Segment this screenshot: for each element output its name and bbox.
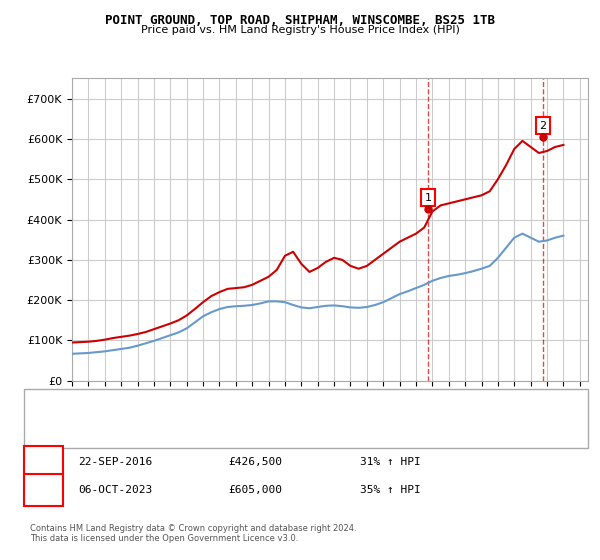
Text: 2: 2 xyxy=(539,120,547,130)
Text: POINT GROUND, TOP ROAD, SHIPHAM, WINSCOMBE, BS25 1TB (detached house): POINT GROUND, TOP ROAD, SHIPHAM, WINSCOM… xyxy=(96,400,460,409)
Text: 2: 2 xyxy=(40,485,47,495)
Text: £426,500: £426,500 xyxy=(228,457,282,467)
Text: 06-OCT-2023: 06-OCT-2023 xyxy=(78,485,152,495)
Text: 35% ↑ HPI: 35% ↑ HPI xyxy=(360,485,421,495)
Text: ——: —— xyxy=(48,419,65,432)
Text: 1: 1 xyxy=(424,193,431,203)
Text: POINT GROUND, TOP ROAD, SHIPHAM, WINSCOMBE, BS25 1TB: POINT GROUND, TOP ROAD, SHIPHAM, WINSCOM… xyxy=(105,14,495,27)
Text: HPI: Average price, detached house, Somerset: HPI: Average price, detached house, Some… xyxy=(96,421,307,430)
Text: Contains HM Land Registry data © Crown copyright and database right 2024.
This d: Contains HM Land Registry data © Crown c… xyxy=(30,524,356,543)
Text: ——: —— xyxy=(48,398,65,412)
Text: 31% ↑ HPI: 31% ↑ HPI xyxy=(360,457,421,467)
Text: Price paid vs. HM Land Registry's House Price Index (HPI): Price paid vs. HM Land Registry's House … xyxy=(140,25,460,35)
Text: 1: 1 xyxy=(40,457,47,467)
Text: 22-SEP-2016: 22-SEP-2016 xyxy=(78,457,152,467)
Text: £605,000: £605,000 xyxy=(228,485,282,495)
